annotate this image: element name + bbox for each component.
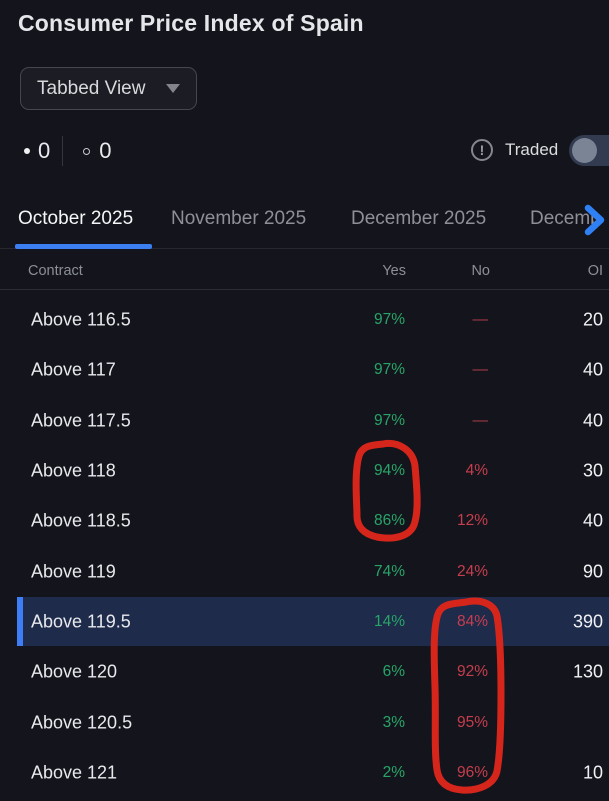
toggle-knob — [572, 137, 598, 163]
yes-price[interactable]: 94% — [373, 462, 405, 480]
table-row[interactable]: Above 116.5 97% — 20 — [0, 295, 609, 345]
no-price[interactable]: 84% — [456, 612, 488, 630]
yes-price[interactable]: 97% — [373, 311, 405, 329]
tab-november-2025[interactable]: November 2025 — [171, 208, 307, 229]
open-interest-value: 130 — [572, 661, 603, 682]
open-interest-value: 40 — [582, 510, 603, 531]
contract-label: Above 118.5 — [31, 510, 131, 531]
contract-label: Above 121 — [31, 762, 118, 783]
open-interest-value: 30 — [582, 460, 603, 481]
tab-october-2025[interactable]: October 2025 — [18, 208, 134, 229]
no-price[interactable]: — — [472, 361, 489, 379]
stats-divider — [62, 136, 64, 166]
active-tab-underline — [15, 244, 152, 249]
contract-label: Above 119.5 — [31, 611, 131, 632]
column-no: No — [471, 263, 490, 279]
no-price[interactable]: 12% — [456, 512, 488, 530]
traded-label: Traded — [505, 140, 559, 159]
table-row-selected[interactable]: Above 119.5 14% 84% 390 — [0, 596, 609, 647]
position-stats: 0 0 — [18, 130, 112, 172]
no-price[interactable]: — — [472, 311, 489, 329]
tab-december-2025-b[interactable]: Decemb — [530, 208, 601, 229]
table-row[interactable]: Above 118.5 86% 12% 40 — [0, 496, 609, 546]
open-interest-value: 20 — [582, 309, 603, 330]
month-tabs: October 2025 November 2025 December 2025… — [0, 200, 609, 249]
table-row[interactable]: Above 118 94% 4% 30 — [0, 446, 609, 496]
view-mode-value: Tabbed View — [37, 77, 146, 99]
chevron-down-icon — [166, 84, 180, 93]
column-contract: Contract — [28, 263, 83, 279]
no-price[interactable]: 4% — [465, 462, 488, 480]
page-title: Consumer Price Index of Spain — [18, 10, 364, 36]
contract-label: Above 117.5 — [31, 410, 131, 431]
table-row[interactable]: Above 119 74% 24% 90 — [0, 546, 609, 596]
open-interest-value: 40 — [582, 359, 603, 380]
tab-december-2025[interactable]: December 2025 — [351, 208, 487, 229]
contracts-table: Above 116.5 97% — 20 Above 117 97% — 40 … — [0, 295, 609, 798]
open-interest-value: 390 — [572, 611, 603, 632]
view-mode-dropdown[interactable]: Tabbed View — [20, 67, 197, 110]
column-yes: Yes — [382, 263, 406, 279]
no-position-count: 0 — [99, 138, 112, 163]
no-price[interactable]: — — [472, 411, 489, 429]
table-row[interactable]: Above 121 2% 96% 10 — [0, 748, 609, 798]
column-oi: OI — [587, 263, 603, 279]
yes-price[interactable]: 97% — [373, 361, 405, 379]
yes-price[interactable]: 6% — [382, 663, 405, 681]
contract-label: Above 116.5 — [31, 309, 131, 330]
no-dot-icon — [83, 147, 91, 155]
exclamation-circle-icon[interactable]: ! — [471, 139, 493, 161]
yes-price[interactable]: 97% — [373, 411, 405, 429]
table-row[interactable]: Above 117.5 97% — 40 — [0, 396, 609, 446]
yes-dot-icon — [24, 148, 30, 154]
chevron-right-icon[interactable] — [583, 203, 607, 242]
no-price[interactable]: 95% — [456, 713, 488, 731]
contract-label: Above 120.5 — [31, 712, 133, 733]
yes-price[interactable]: 74% — [373, 562, 405, 580]
table-row[interactable]: Above 120.5 3% 95% — [0, 697, 609, 747]
no-price[interactable]: 92% — [456, 663, 488, 681]
no-price[interactable]: 24% — [456, 562, 488, 580]
yes-price[interactable]: 86% — [373, 512, 405, 530]
open-interest-value: 90 — [582, 561, 603, 582]
yes-price[interactable]: 14% — [373, 612, 405, 630]
yes-position-count: 0 — [38, 138, 51, 163]
table-header: Contract Yes No OI — [0, 250, 609, 290]
contract-label: Above 119 — [31, 561, 116, 582]
yes-price[interactable]: 3% — [382, 713, 405, 731]
contract-label: Above 118 — [31, 460, 116, 481]
yes-price[interactable]: 2% — [382, 763, 405, 781]
open-interest-value: 10 — [582, 762, 603, 783]
contract-label: Above 117 — [31, 359, 116, 380]
no-price[interactable]: 96% — [456, 763, 488, 781]
table-row[interactable]: Above 117 97% — 40 — [0, 345, 609, 395]
contract-label: Above 120 — [31, 661, 118, 682]
open-interest-value: 40 — [582, 410, 603, 431]
traded-toggle[interactable] — [569, 134, 609, 166]
traded-filter: ! Traded — [471, 130, 609, 170]
table-row[interactable]: Above 120 6% 92% 130 — [0, 647, 609, 697]
